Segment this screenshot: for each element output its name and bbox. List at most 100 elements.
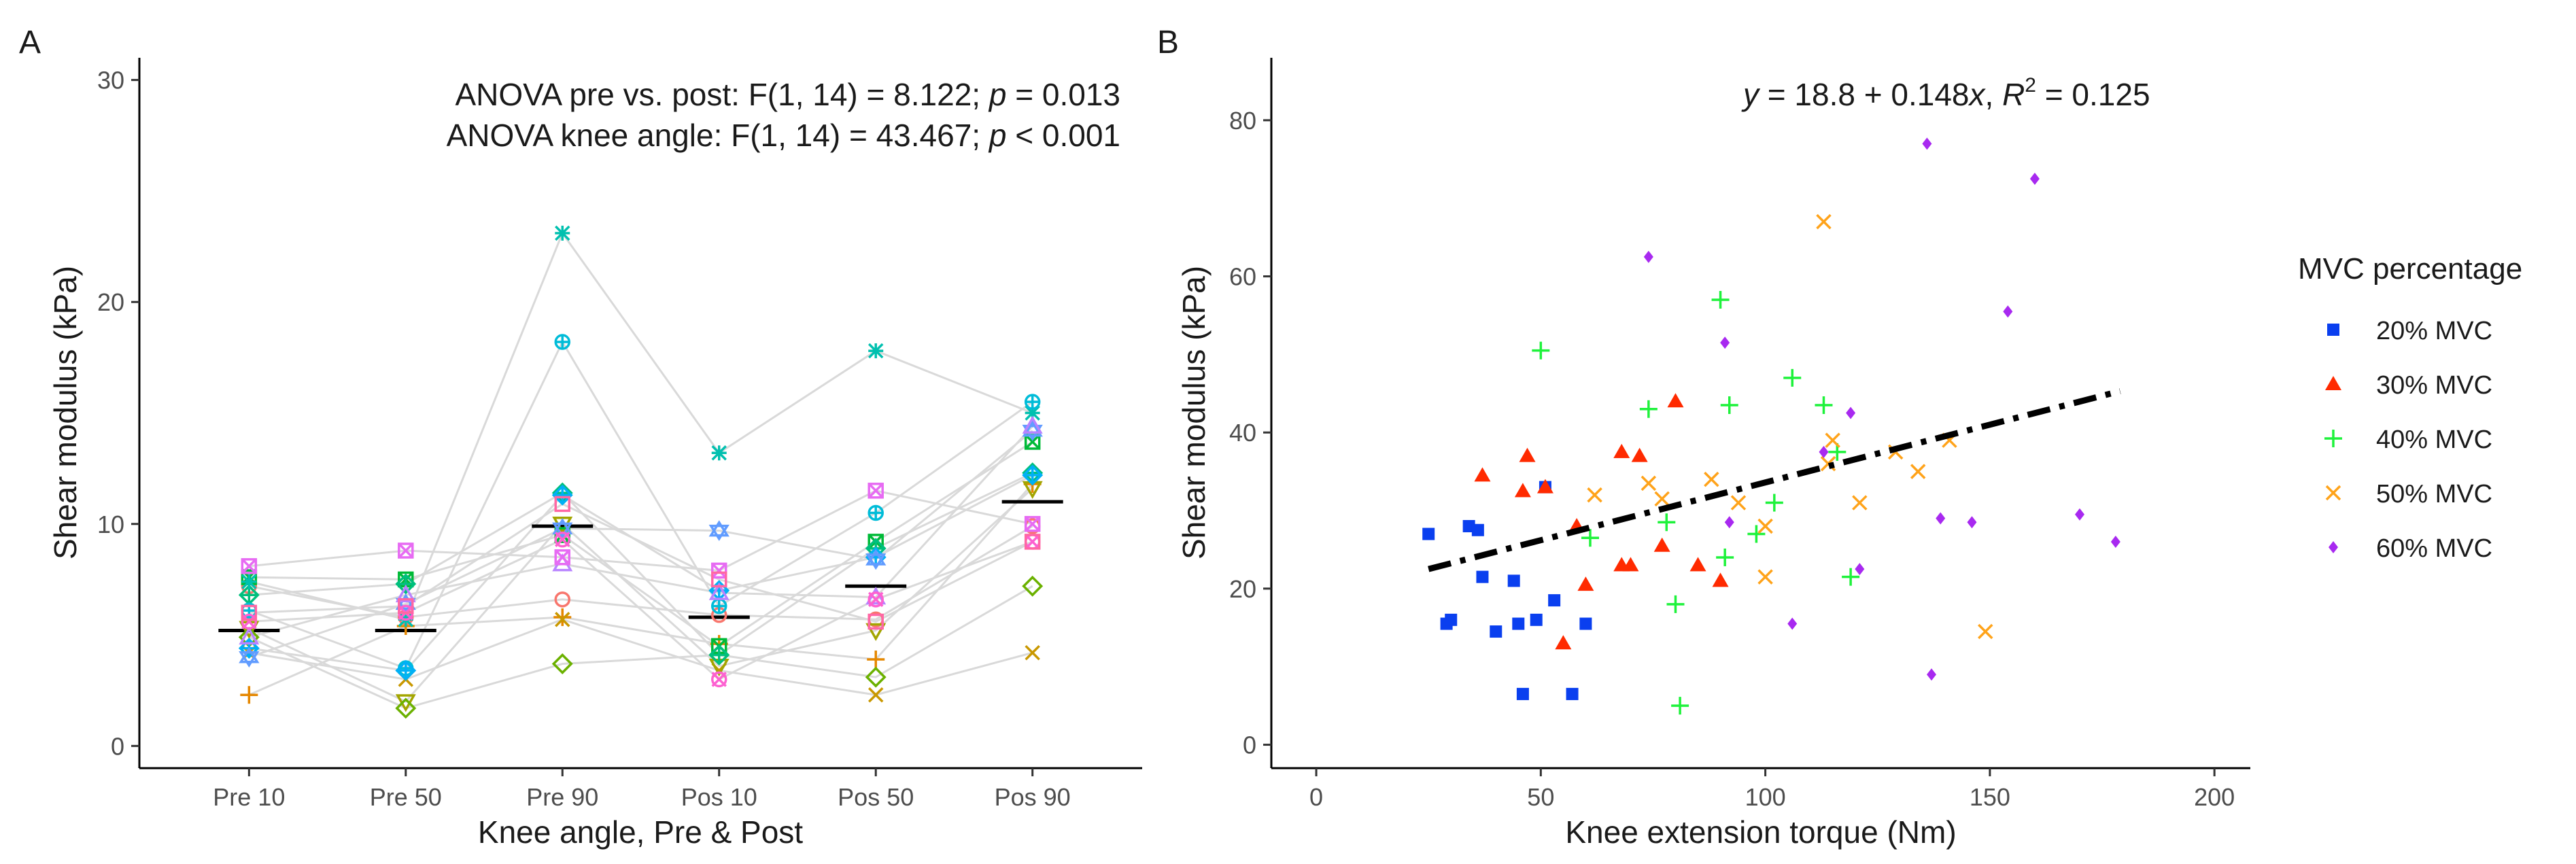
torque-point <box>1530 613 1543 626</box>
subject-line <box>248 487 1033 703</box>
panel-a-y-tick-label: 30 <box>97 67 124 94</box>
torque-point <box>1471 523 1484 536</box>
subject-point <box>554 591 571 608</box>
torque-point <box>1587 487 1602 503</box>
legend: MVC percentage 20% MVC 30% MVC 40% MVC 50% … <box>2298 252 2522 563</box>
torque-point <box>1548 594 1561 607</box>
torque-point <box>1757 569 1773 585</box>
torque-point <box>1667 393 1684 408</box>
panel-a-x-tick-label: Pos 50 <box>838 783 914 811</box>
subject-point <box>395 584 416 603</box>
torque-point <box>2029 172 2040 185</box>
subject-line <box>249 489 1033 572</box>
subject-point <box>708 644 730 666</box>
torque-point <box>1689 557 1706 572</box>
eq-sup: 2 <box>2025 74 2036 97</box>
subject-point <box>868 591 884 608</box>
subject-point <box>710 571 727 588</box>
anova-2-suffix: < 0.001 <box>1006 118 1120 153</box>
torque-point <box>1536 479 1553 494</box>
subject-point <box>867 650 885 668</box>
subject-point <box>868 343 884 359</box>
torque-point <box>1555 635 1572 650</box>
subject-point <box>241 558 258 574</box>
panel-b-x-label: Knee extension torque (Nm) <box>1565 814 1956 850</box>
torque-point <box>1711 290 1730 309</box>
subject-line <box>249 538 1033 681</box>
panel-a-x-tick-label: Pre 50 <box>370 783 442 811</box>
subject-point <box>239 646 260 668</box>
torque-point <box>1532 341 1550 360</box>
panel-a-y-ticks: 0 10 20 30 <box>97 67 139 760</box>
subject-point <box>1024 394 1041 410</box>
panel-b: B 0 20 40 60 80 0 50 100 150 200 y = 18.8 + 0.14… <box>1157 24 2522 850</box>
panel-b-points <box>1422 137 2120 715</box>
subject-line <box>248 426 1033 638</box>
torque-point <box>1720 336 1730 349</box>
torque-point <box>1910 464 1926 479</box>
panel-a: A 0 10 20 30 Pre 10 Pre 50 Pre 90 Pos 10 Pos 50… <box>19 24 1142 850</box>
panel-b-x-ticks: 0 50 100 150 200 <box>1309 768 2235 811</box>
anova-1-p: p <box>988 77 1007 112</box>
legend-label: 30% MVC <box>2376 371 2492 400</box>
torque-point <box>1815 396 1833 415</box>
subject-point <box>1025 644 1040 661</box>
panel-a-y-tick-label: 0 <box>111 732 124 760</box>
legend-key <box>2329 541 2338 553</box>
torque-point <box>1613 443 1630 458</box>
torque-point <box>1842 568 1860 586</box>
subject-line <box>248 339 1033 670</box>
subject-point <box>241 613 258 630</box>
panel-b-equation: y = 18.8 + 0.148x, R2 = 0.125 <box>1741 74 2150 112</box>
torque-point <box>1519 447 1536 462</box>
torque-point <box>1704 471 1719 487</box>
legend-key <box>2325 376 2341 390</box>
subject-point <box>395 697 417 719</box>
panel-a-x-tick-label: Pre 10 <box>213 783 285 811</box>
subject-point <box>555 611 570 627</box>
eq-end: = 0.125 <box>2036 77 2150 112</box>
subject-point <box>1024 534 1041 550</box>
anova-2-prefix: ANOVA knee angle: F(1, 14) = 43.467; <box>447 118 989 153</box>
subject-point <box>553 608 572 626</box>
panel-b-fit <box>1428 388 2121 572</box>
subject-point <box>554 549 571 566</box>
subject-point <box>708 582 729 600</box>
subject-point <box>710 562 727 579</box>
panel-a-y-tick-label: 20 <box>97 288 124 316</box>
legend-label: 60% MVC <box>2376 534 2492 563</box>
subject-point <box>868 613 884 630</box>
torque-point <box>1783 368 1802 387</box>
torque-point <box>1490 625 1502 638</box>
subject-point <box>1022 575 1044 597</box>
subject-point <box>240 686 258 704</box>
torque-point <box>1516 687 1529 700</box>
torque-point <box>1474 467 1491 482</box>
subject-point <box>555 225 570 241</box>
panel-b-y-tick-label: 20 <box>1229 575 1256 603</box>
subject-point <box>710 598 727 615</box>
legend-label: 40% MVC <box>2376 426 2492 454</box>
torque-point <box>1787 617 1798 630</box>
panel-b-x-tick-label: 150 <box>1970 783 2010 811</box>
panel-b-label: B <box>1157 24 1179 61</box>
torque-point <box>1422 528 1435 540</box>
subject-line <box>249 502 1033 623</box>
torque-point <box>1631 447 1648 462</box>
subject-point <box>1024 534 1041 550</box>
panel-a-x-ticks: Pre 10 Pre 50 Pre 90 Pos 10 Pos 50 Pos 90 <box>213 768 1071 811</box>
torque-point <box>1643 250 1653 263</box>
torque-point <box>1581 529 1599 547</box>
torque-point <box>1476 570 1489 583</box>
torque-point <box>1852 495 1868 511</box>
subject-line <box>249 618 1033 696</box>
legend-label: 20% MVC <box>2376 317 2492 345</box>
torque-point <box>1846 407 1856 419</box>
panel-a-subject-lines <box>248 230 1033 710</box>
panel-a-x-tick-label: Pre 90 <box>526 783 598 811</box>
torque-point <box>1514 483 1531 498</box>
torque-point <box>1730 495 1747 511</box>
legend-label: 50% MVC <box>2376 480 2492 508</box>
panel-b-y-ticks: 0 20 40 60 80 <box>1229 107 1271 759</box>
